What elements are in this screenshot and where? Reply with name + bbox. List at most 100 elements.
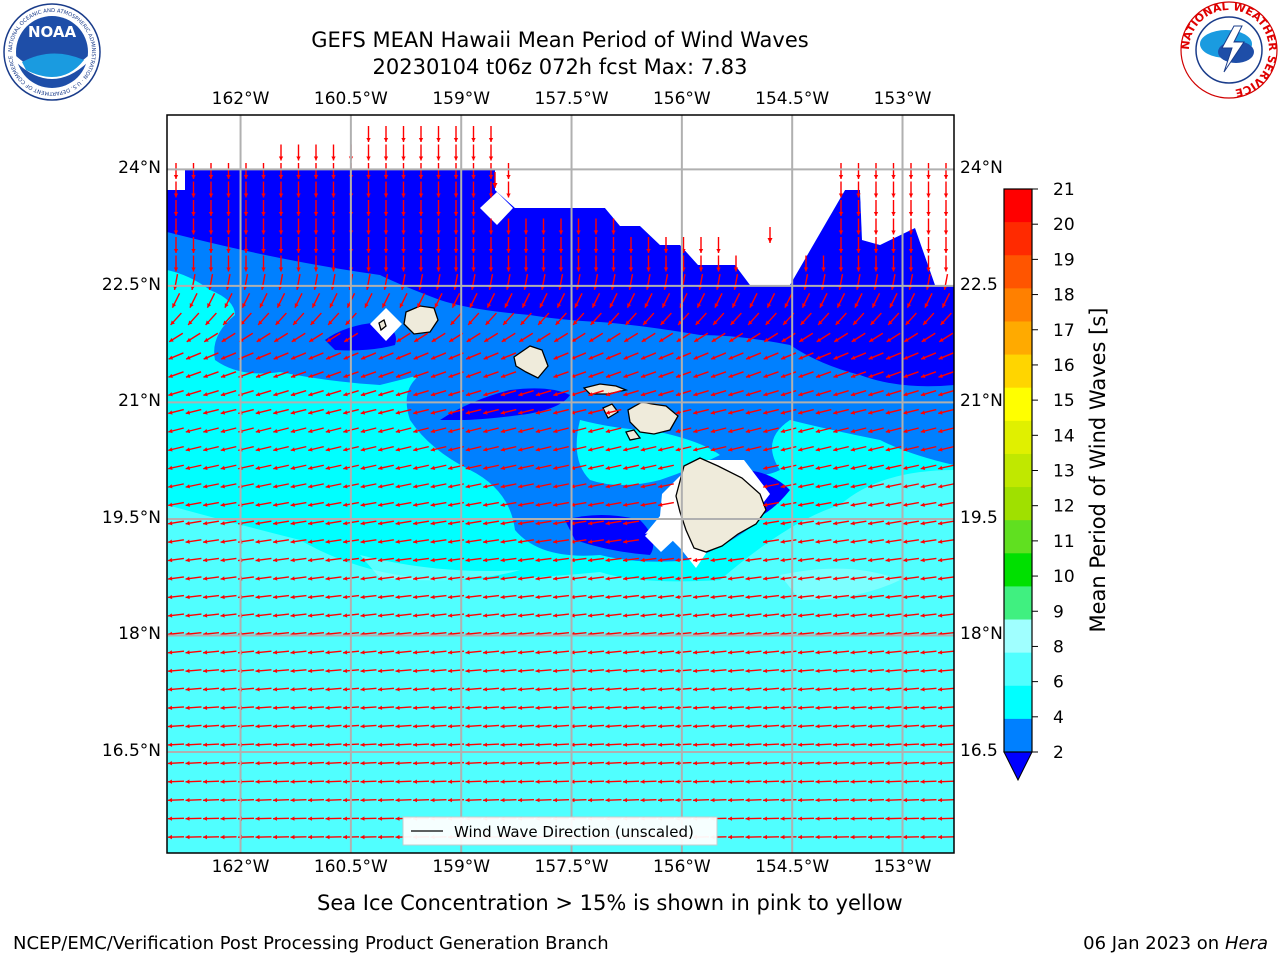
wind-wave-arrow — [255, 742, 272, 747]
wind-wave-arrow — [208, 163, 214, 179]
wind-wave-arrow — [675, 445, 692, 452]
wind-wave-arrow — [797, 761, 815, 766]
lon-tick-label: 159°W — [432, 89, 491, 109]
wind-wave-arrow — [941, 293, 951, 308]
wind-wave-arrow — [628, 255, 634, 272]
lon-tick-label: 162°W — [211, 857, 270, 877]
nws-seal-icon: NATIONAL WEATHER SERVICE — [1179, 0, 1279, 99]
wind-wave-arrow — [902, 742, 920, 747]
lon-tick-label: 156°W — [652, 857, 711, 877]
wind-wave-arrow — [867, 724, 885, 729]
wind-wave-arrow — [832, 668, 850, 674]
wind-wave-arrow — [711, 332, 726, 343]
wind-wave-arrow — [395, 779, 412, 784]
wind-wave-arrow — [797, 650, 815, 655]
wind-wave-arrow — [307, 520, 325, 526]
wind-wave-arrow — [465, 797, 482, 803]
wind-wave-arrow — [832, 705, 850, 710]
wind-wave-arrow — [418, 144, 424, 161]
wind-wave-arrow — [500, 501, 517, 507]
wind-wave-arrow — [552, 576, 570, 581]
wind-wave-arrow — [663, 255, 669, 272]
wind-wave-arrow — [902, 816, 920, 821]
wind-wave-arrow — [657, 742, 675, 747]
wind-wave-arrow — [313, 218, 319, 235]
wind-wave-arrow — [430, 483, 447, 489]
wind-wave-arrow — [885, 779, 902, 784]
wind-wave-arrow — [745, 705, 762, 710]
colorbar-segment — [1004, 321, 1032, 356]
wind-wave-arrow — [272, 797, 290, 803]
wind-wave-arrow — [693, 371, 709, 378]
wind-wave-arrow — [482, 594, 500, 600]
wind-wave-arrow — [535, 483, 552, 489]
wind-wave-arrow — [185, 668, 202, 674]
wind-wave-arrow — [290, 761, 307, 766]
colorbar-tick-label: 2 — [1053, 743, 1064, 763]
wind-wave-arrow — [801, 293, 811, 308]
wind-wave-arrow — [938, 501, 954, 507]
wind-wave-arrow — [763, 371, 779, 378]
wind-wave-arrow — [937, 650, 954, 655]
wind-wave-arrow — [383, 144, 389, 161]
wind-wave-arrow — [395, 520, 412, 526]
wind-wave-arrow — [325, 557, 342, 563]
wind-wave-arrow — [587, 779, 605, 784]
title-line-2: 20230104 t06z 072h fcst Max: 7.83 — [372, 55, 748, 79]
wind-wave-arrow — [203, 408, 219, 415]
wind-wave-arrow — [325, 352, 342, 360]
wind-wave-arrow — [710, 761, 727, 766]
wind-wave-arrow — [780, 650, 797, 655]
wind-wave-arrow — [693, 352, 709, 360]
wind-wave-arrow — [937, 520, 954, 526]
wind-wave-arrow — [920, 650, 937, 655]
wind-wave-arrow — [605, 761, 622, 766]
wind-wave-arrow — [500, 464, 517, 470]
wind-wave-arrow — [763, 389, 779, 397]
wind-wave-arrow — [903, 501, 919, 507]
wind-wave-arrow — [762, 742, 780, 747]
wind-wave-arrow — [622, 724, 640, 729]
wind-wave-arrow — [518, 332, 534, 343]
wind-wave-arrow — [208, 237, 214, 253]
wind-wave-arrow — [185, 445, 202, 452]
wind-wave-arrow — [290, 371, 307, 378]
map-gridlines — [167, 115, 954, 853]
wind-wave-arrow — [523, 237, 529, 253]
wind-wave-arrow — [167, 834, 185, 840]
wind-wave-arrow — [377, 594, 395, 600]
wind-wave-arrow — [535, 576, 552, 581]
wind-wave-arrow — [850, 668, 867, 674]
wind-wave-arrow — [622, 797, 640, 803]
wind-wave-arrow — [255, 371, 272, 378]
wind-wave-arrow — [920, 779, 937, 784]
wind-wave-arrow — [937, 705, 954, 710]
wind-wave-arrow — [483, 464, 499, 470]
wind-wave-arrow — [360, 834, 377, 840]
wind-wave-arrow — [587, 724, 605, 729]
wind-wave-arrow — [401, 144, 406, 161]
wind-wave-arrow — [605, 389, 622, 397]
wind-wave-arrow — [587, 668, 605, 674]
wind-wave-arrow — [552, 594, 570, 600]
wind-wave-arrow — [255, 668, 272, 674]
wind-wave-arrow — [920, 576, 937, 581]
wind-wave-arrow — [465, 427, 482, 434]
wind-wave-arrow — [588, 352, 604, 360]
wind-wave-arrow — [891, 237, 896, 253]
wind-wave-arrow — [167, 816, 185, 821]
wind-wave-arrow — [710, 557, 727, 563]
wind-wave-arrow — [501, 332, 516, 343]
wind-wave-arrow — [658, 483, 674, 489]
wind-wave-arrow — [261, 181, 266, 198]
wind-wave-arrow — [412, 668, 430, 674]
wind-wave-arrow — [553, 483, 569, 489]
wind-wave-arrow — [588, 427, 604, 434]
wind-wave-arrow — [850, 816, 867, 821]
wind-wave-arrow — [413, 371, 429, 378]
wind-wave-arrow — [290, 389, 307, 397]
wind-wave-arrow — [797, 687, 815, 692]
wind-wave-arrow — [535, 613, 552, 618]
wind-wave-arrow — [816, 332, 831, 343]
wind-wave-arrow — [553, 427, 569, 434]
